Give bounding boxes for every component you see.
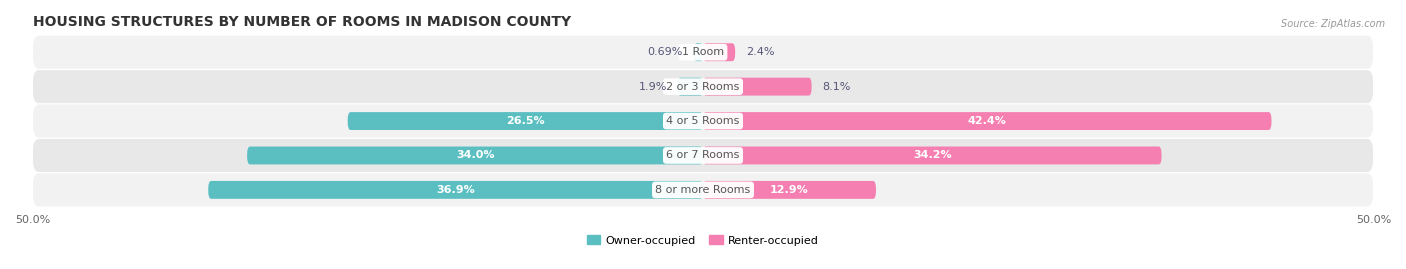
Text: 34.2%: 34.2% [912, 150, 952, 161]
Text: 2.4%: 2.4% [747, 47, 775, 57]
FancyBboxPatch shape [703, 112, 1271, 130]
Text: 8.1%: 8.1% [823, 82, 851, 92]
Text: 12.9%: 12.9% [770, 185, 808, 195]
Text: 36.9%: 36.9% [436, 185, 475, 195]
Legend: Owner-occupied, Renter-occupied: Owner-occupied, Renter-occupied [586, 235, 820, 246]
Text: Source: ZipAtlas.com: Source: ZipAtlas.com [1281, 19, 1385, 29]
FancyBboxPatch shape [703, 43, 735, 61]
FancyBboxPatch shape [208, 181, 703, 199]
Text: 1.9%: 1.9% [638, 82, 666, 92]
FancyBboxPatch shape [32, 36, 1374, 69]
FancyBboxPatch shape [32, 70, 1374, 103]
Text: 34.0%: 34.0% [456, 150, 495, 161]
Text: HOUSING STRUCTURES BY NUMBER OF ROOMS IN MADISON COUNTY: HOUSING STRUCTURES BY NUMBER OF ROOMS IN… [32, 15, 571, 29]
FancyBboxPatch shape [678, 78, 703, 95]
FancyBboxPatch shape [347, 112, 703, 130]
Text: 4 or 5 Rooms: 4 or 5 Rooms [666, 116, 740, 126]
Text: 26.5%: 26.5% [506, 116, 544, 126]
FancyBboxPatch shape [32, 139, 1374, 172]
Text: 2 or 3 Rooms: 2 or 3 Rooms [666, 82, 740, 92]
FancyBboxPatch shape [703, 78, 811, 95]
Text: 0.69%: 0.69% [648, 47, 683, 57]
FancyBboxPatch shape [703, 147, 1161, 164]
Text: 1 Room: 1 Room [682, 47, 724, 57]
Text: 6 or 7 Rooms: 6 or 7 Rooms [666, 150, 740, 161]
Text: 8 or more Rooms: 8 or more Rooms [655, 185, 751, 195]
FancyBboxPatch shape [32, 173, 1374, 206]
FancyBboxPatch shape [703, 181, 876, 199]
Text: 42.4%: 42.4% [967, 116, 1007, 126]
FancyBboxPatch shape [247, 147, 703, 164]
FancyBboxPatch shape [32, 105, 1374, 137]
FancyBboxPatch shape [693, 43, 703, 61]
